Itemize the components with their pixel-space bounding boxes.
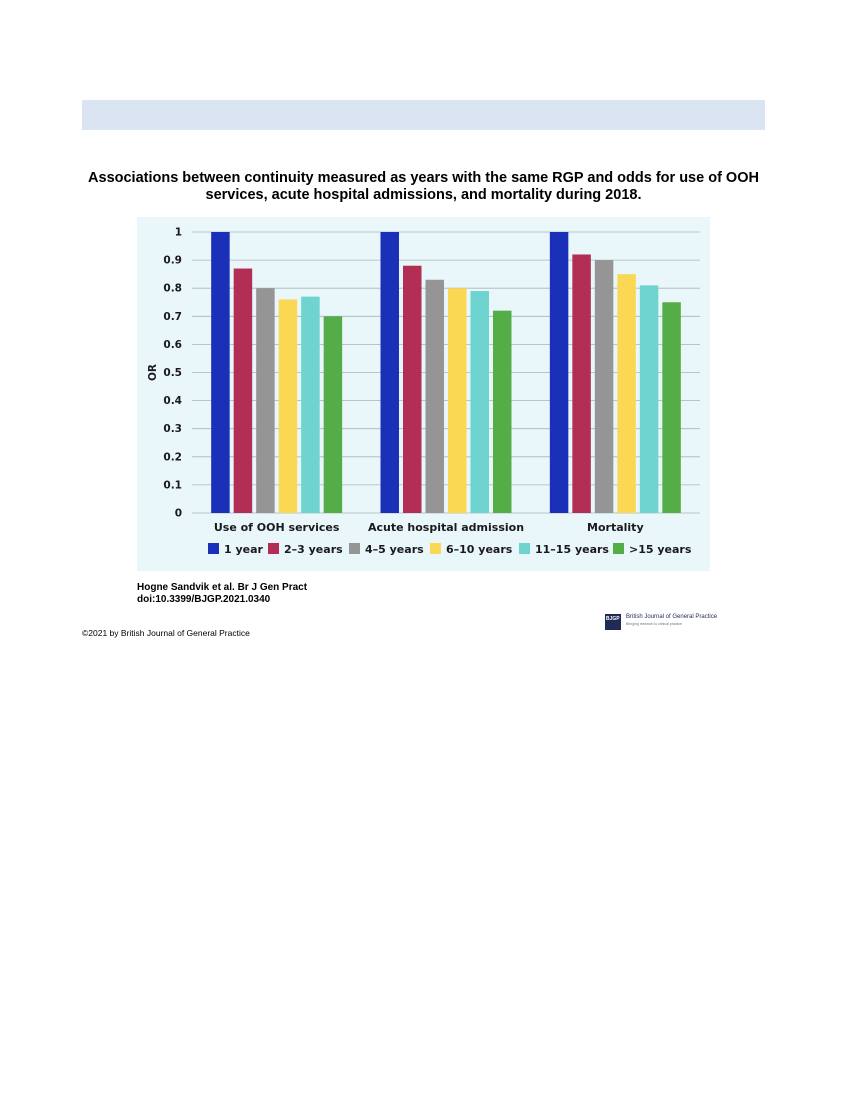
publisher-tagline: Bringing research to clinical practice xyxy=(626,622,683,626)
y-tick-label: 0.8 xyxy=(163,283,182,295)
bar xyxy=(278,299,298,513)
legend-label: 2–3 years xyxy=(284,543,343,556)
legend-swatch xyxy=(519,543,530,554)
legend-swatch xyxy=(430,543,441,554)
bar xyxy=(549,232,569,513)
bar xyxy=(662,302,681,513)
y-tick-label: 0.7 xyxy=(163,311,182,323)
bar xyxy=(448,288,467,513)
x-category-label: Use of OOH services xyxy=(214,521,340,534)
legend-swatch xyxy=(613,543,624,554)
bar xyxy=(594,260,614,513)
citation: Hogne Sandvik et al. Br J Gen Pract doi:… xyxy=(137,582,307,606)
legend-swatch xyxy=(268,543,279,554)
bar xyxy=(233,268,253,513)
bar xyxy=(425,279,444,513)
bar xyxy=(380,232,399,513)
citation-doi: doi:10.3399/BJGP.2021.0340 xyxy=(137,594,271,605)
publisher-logo: BJGP British Journal of General Practice… xyxy=(605,614,735,632)
y-tick-label: 0.9 xyxy=(163,255,182,267)
y-tick-label: 0.4 xyxy=(163,395,182,407)
y-tick-label: 0.3 xyxy=(163,423,182,435)
legend-label: 1 year xyxy=(224,543,264,556)
y-axis-label: OR xyxy=(147,364,159,381)
bar xyxy=(211,232,230,513)
x-category-label: Mortality xyxy=(587,521,644,534)
y-tick-label: 0 xyxy=(175,508,182,520)
y-tick-label: 0.2 xyxy=(163,451,182,463)
bar xyxy=(572,254,591,514)
legend-label: 4–5 years xyxy=(365,543,424,556)
y-tick-label: 0.1 xyxy=(163,479,182,491)
bar xyxy=(403,265,422,513)
legend-label: 11–15 years xyxy=(535,543,609,556)
y-tick-label: 1 xyxy=(175,227,182,239)
chart-title: Associations between continuity measured… xyxy=(88,170,759,203)
header-band xyxy=(82,100,765,130)
x-category-label: Acute hospital admission xyxy=(368,521,524,534)
bar xyxy=(256,288,275,513)
logo-lettering: BJGP xyxy=(606,616,620,622)
copyright-notice: ©2021 by British Journal of General Prac… xyxy=(82,628,250,638)
publisher-name: British Journal of General Practice xyxy=(626,614,718,620)
y-tick-label: 0.6 xyxy=(163,339,182,351)
legend-swatch xyxy=(208,543,219,554)
bjgp-logo-icon: BJGP xyxy=(605,614,621,630)
legend-label: 6–10 years xyxy=(446,543,513,556)
chart-panel: 0 0.1 0.2 0.3 0.4 0.5 0.6 0.7 0.8 0.9 1 OR Use of OO… xyxy=(137,217,710,571)
citation-authors: Hogne Sandvik et al. Br J Gen Pract xyxy=(137,582,308,593)
bar xyxy=(323,316,343,513)
y-tick-label: 0.5 xyxy=(163,367,182,379)
bar xyxy=(301,296,320,513)
legend-label: >15 years xyxy=(629,543,692,556)
bar xyxy=(470,291,489,513)
bar xyxy=(617,274,636,513)
bar xyxy=(493,310,512,513)
bar-chart: 0 0.1 0.2 0.3 0.4 0.5 0.6 0.7 0.8 0.9 1 OR Use of OO… xyxy=(147,227,700,556)
bar xyxy=(639,285,659,513)
legend-swatch xyxy=(349,543,360,554)
